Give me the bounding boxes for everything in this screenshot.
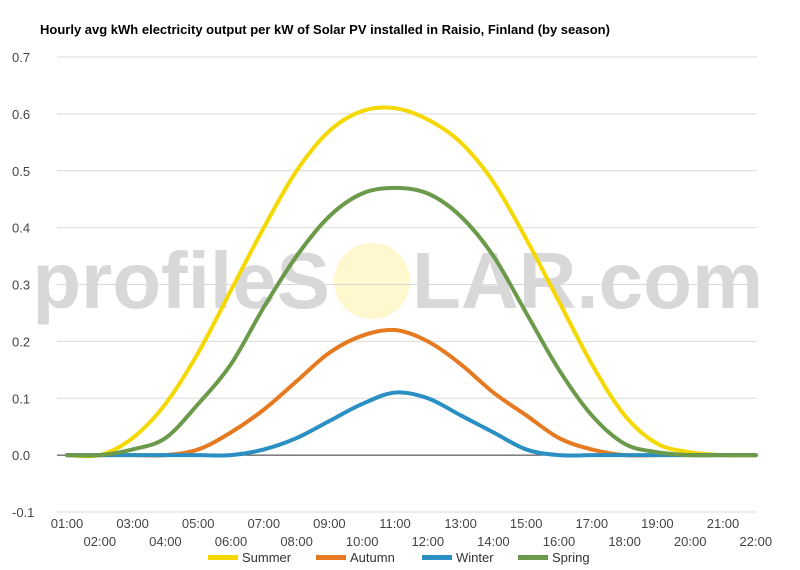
y-tick-label: 0.0 bbox=[12, 448, 30, 463]
x-tick-label: 10:00 bbox=[346, 534, 379, 549]
x-tick-label: 18:00 bbox=[608, 534, 641, 549]
x-tick-label: 08:00 bbox=[280, 534, 313, 549]
watermark-text-left: profileS bbox=[32, 236, 330, 325]
x-tick-label: 20:00 bbox=[674, 534, 707, 549]
legend-swatch bbox=[208, 555, 238, 560]
legend-swatch bbox=[316, 555, 346, 560]
legend-item-spring[interactable]: Spring bbox=[518, 550, 590, 565]
y-tick-label: 0.2 bbox=[12, 334, 30, 349]
legend-item-summer[interactable]: Summer bbox=[208, 550, 292, 565]
x-tick-label: 11:00 bbox=[379, 516, 411, 531]
series-line-summer[interactable] bbox=[65, 105, 758, 459]
x-tick-label: 03:00 bbox=[116, 516, 149, 531]
y-tick-label: 0.4 bbox=[12, 221, 30, 236]
x-tick-label: 06:00 bbox=[215, 534, 248, 549]
x-tick-label: 02:00 bbox=[84, 534, 117, 549]
series-line-spring[interactable] bbox=[65, 185, 758, 458]
watermark: profileS LAR.com bbox=[32, 236, 763, 325]
legend-label: Summer bbox=[242, 550, 292, 565]
y-tick-label: 0.1 bbox=[12, 391, 30, 406]
x-tick-label: 01:00 bbox=[51, 516, 84, 531]
x-tick-label: 12:00 bbox=[412, 534, 445, 549]
legend-label: Winter bbox=[456, 550, 494, 565]
y-tick-label: 0.3 bbox=[12, 278, 30, 293]
x-tick-label: 15:00 bbox=[510, 516, 543, 531]
x-tick-label: 09:00 bbox=[313, 516, 346, 531]
y-tick-label: 0.5 bbox=[12, 164, 30, 179]
x-tick-label: 05:00 bbox=[182, 516, 215, 531]
legend-swatch bbox=[422, 555, 452, 560]
legend-item-winter[interactable]: Winter bbox=[422, 550, 494, 565]
x-tick-label: 22:00 bbox=[740, 534, 773, 549]
legend-label: Spring bbox=[552, 550, 590, 565]
legend-swatch bbox=[518, 555, 548, 560]
x-tick-label: 19:00 bbox=[641, 516, 674, 531]
y-axis: -0.1 0.0 0.1 0.2 0.3 0.4 0.5 0.6 0.7 bbox=[12, 50, 34, 520]
x-tick-label: 17:00 bbox=[576, 516, 609, 531]
plot-area bbox=[65, 105, 758, 459]
x-tick-label: 04:00 bbox=[149, 534, 182, 549]
x-tick-label: 13:00 bbox=[444, 516, 477, 531]
grid-lines bbox=[57, 56, 757, 513]
x-tick-label: 07:00 bbox=[248, 516, 281, 531]
y-tick-label: -0.1 bbox=[12, 505, 34, 520]
x-tick-label: 16:00 bbox=[543, 534, 576, 549]
x-tick-label: 14:00 bbox=[477, 534, 510, 549]
series-line-winter[interactable] bbox=[65, 390, 758, 458]
legend-item-autumn[interactable]: Autumn bbox=[316, 550, 395, 565]
watermark-sun-icon bbox=[334, 243, 410, 319]
watermark-text-right: LAR.com bbox=[412, 236, 763, 325]
y-tick-label: 0.7 bbox=[12, 50, 30, 65]
legend[interactable]: Summer Autumn Winter Spring bbox=[208, 550, 590, 565]
x-tick-label: 21:00 bbox=[707, 516, 740, 531]
chart-title: Hourly avg kWh electricity output per kW… bbox=[40, 22, 610, 37]
legend-label: Autumn bbox=[350, 550, 395, 565]
y-tick-label: 0.6 bbox=[12, 107, 30, 122]
